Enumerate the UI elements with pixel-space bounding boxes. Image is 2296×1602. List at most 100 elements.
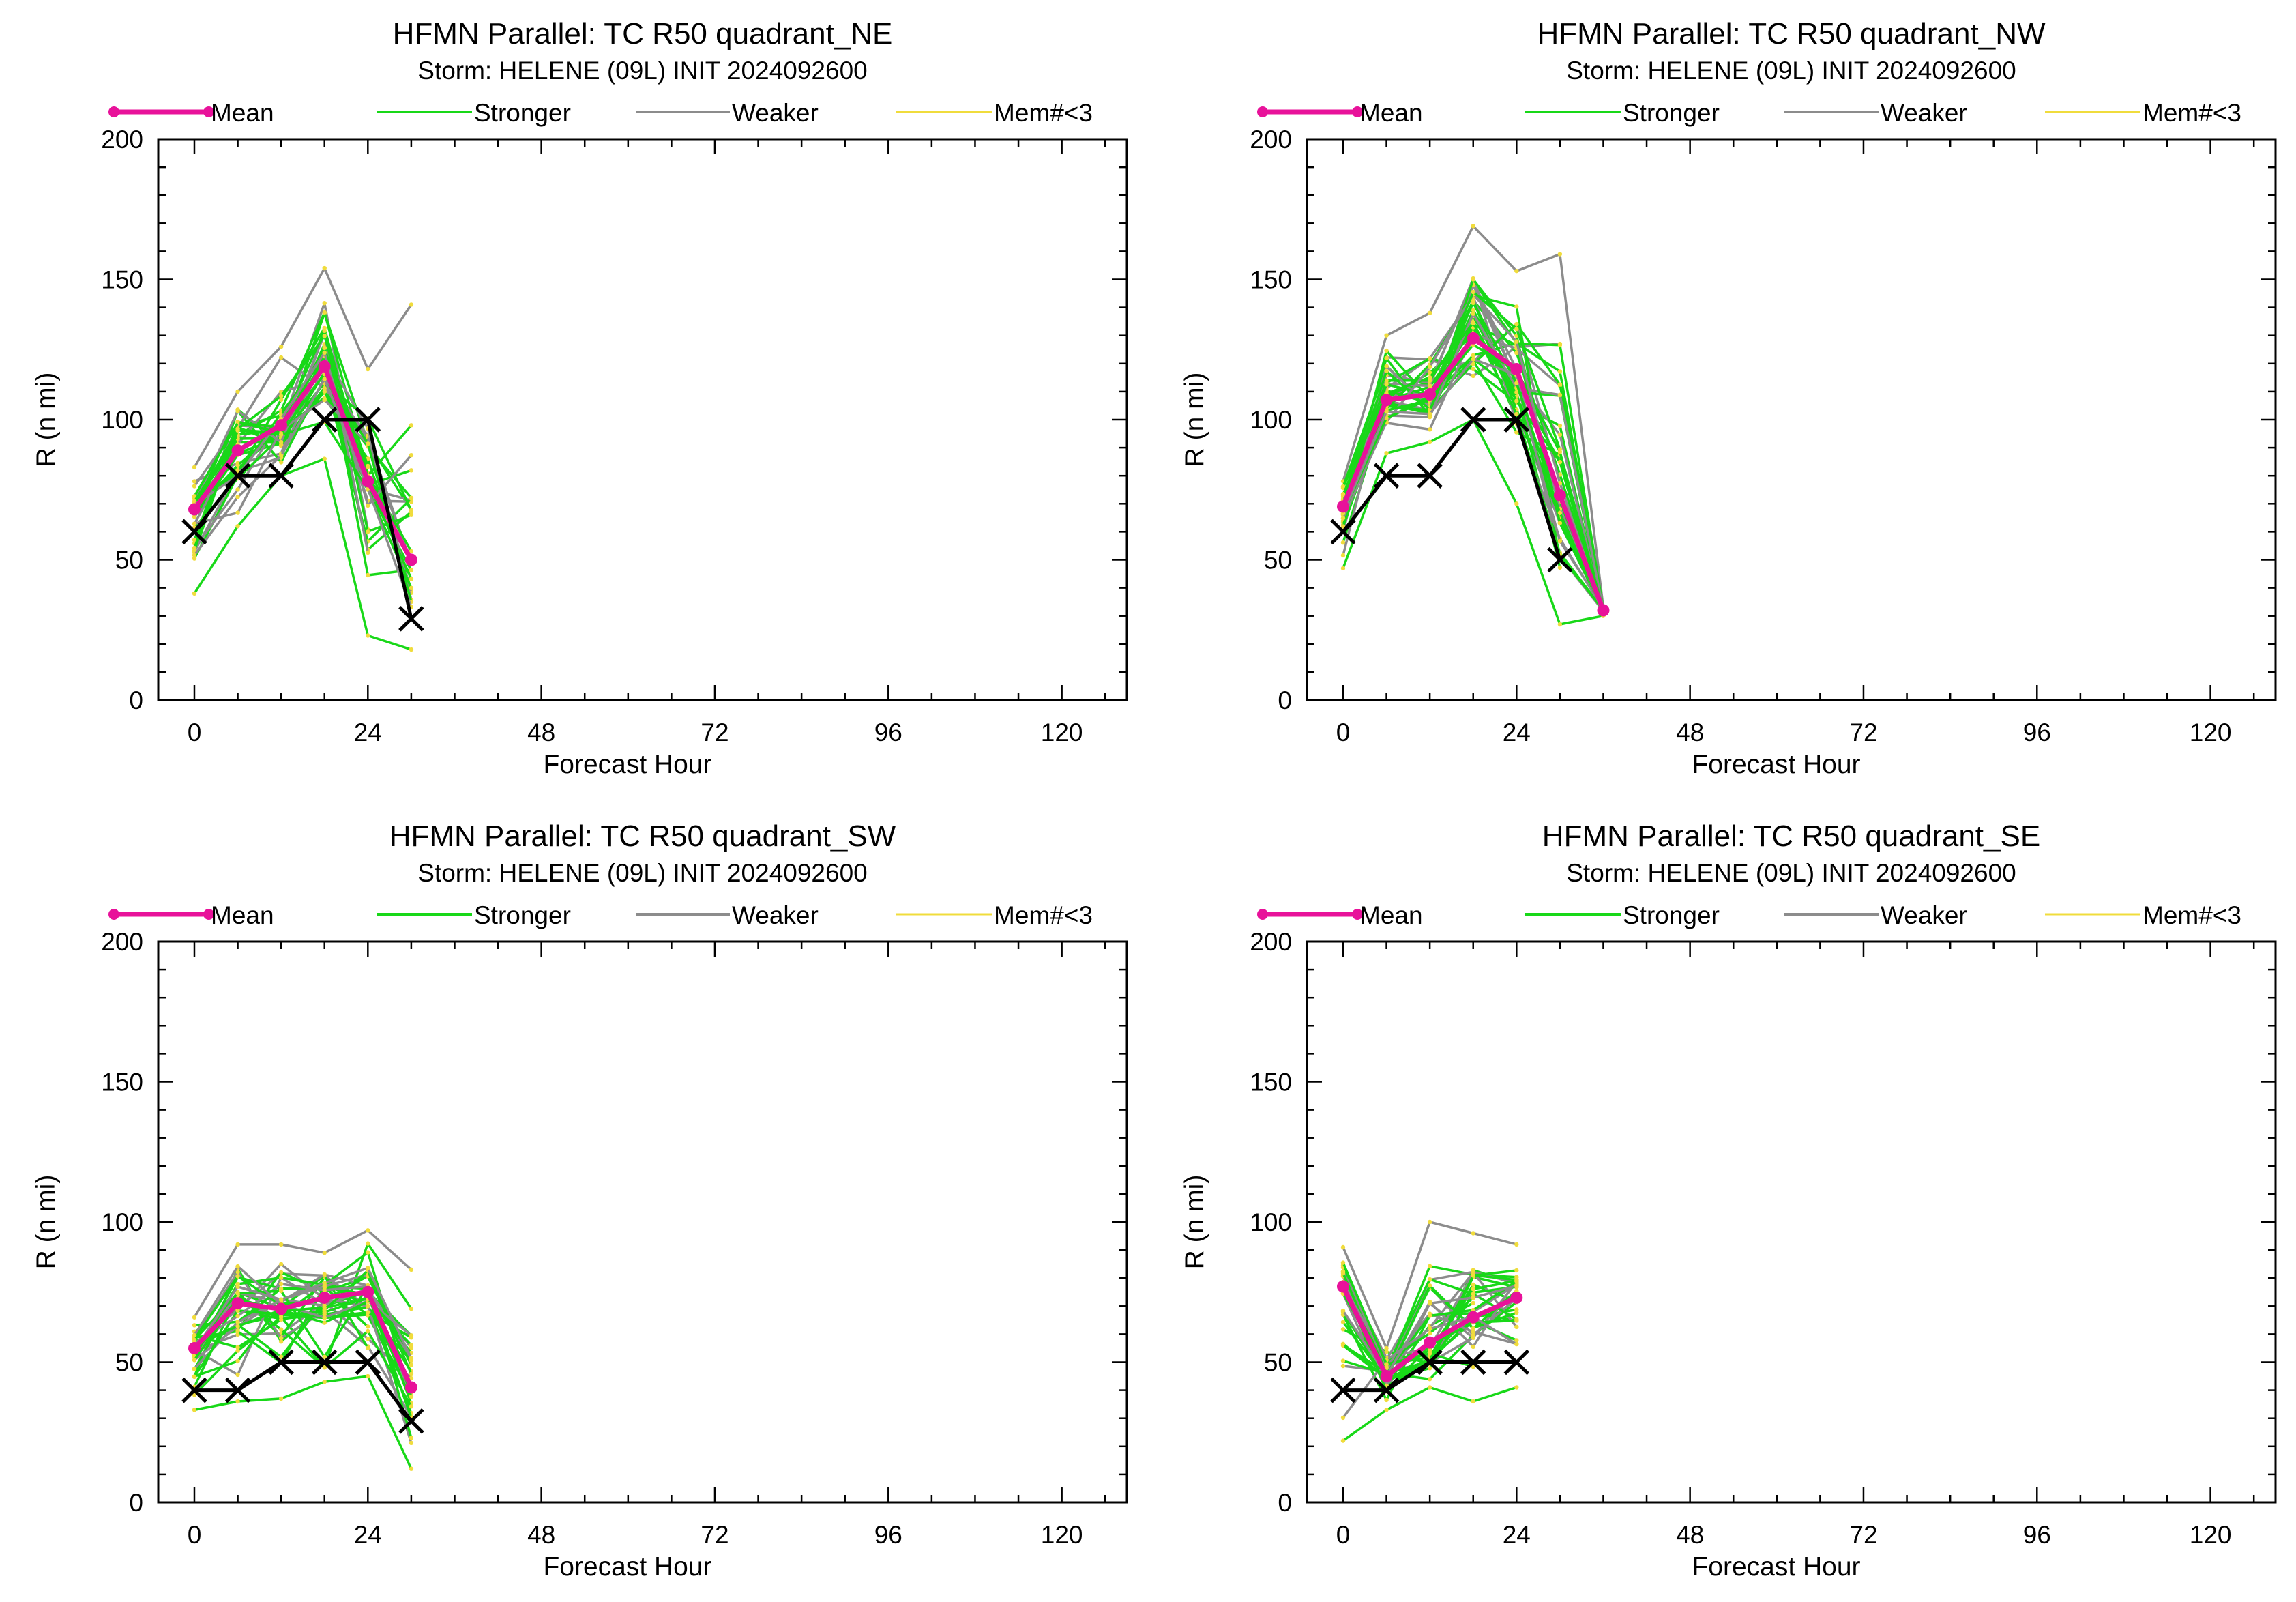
legend-mean-label: Mean xyxy=(1359,901,1423,929)
member-point-17-6 xyxy=(409,495,414,500)
member-point-22-1 xyxy=(1340,1363,1346,1369)
member-point-25-1 xyxy=(192,1366,197,1371)
member-point-10-2 xyxy=(235,1270,240,1275)
member-point-21-3 xyxy=(278,397,284,403)
member-point-26-6 xyxy=(1557,382,1563,387)
x-tick-label: 72 xyxy=(1849,718,1877,746)
member-point-1-3 xyxy=(278,344,284,349)
y-tick-label: 200 xyxy=(1250,126,1292,154)
member-point-30-4 xyxy=(1471,1307,1475,1313)
member-point-31-4 xyxy=(322,350,327,355)
member-point-31-1 xyxy=(192,1332,197,1338)
x-tick-label: 0 xyxy=(1336,718,1351,746)
legend-mean-marker-start xyxy=(108,909,119,920)
legend-stronger-label: Stronger xyxy=(474,901,571,929)
plot-frame xyxy=(1306,138,2277,701)
x-tick-label: 48 xyxy=(527,1521,555,1549)
member-point-34-2 xyxy=(1384,409,1389,414)
member-point-15-6 xyxy=(1557,343,1563,347)
member-point-13-2 xyxy=(235,487,240,492)
y-tick-label: 100 xyxy=(101,1208,143,1236)
member-point-32-4 xyxy=(322,334,327,338)
chart-title: HFMN Parallel: TC R50 quadrant_SE xyxy=(1542,819,2040,853)
member-point-18-5 xyxy=(1514,304,1519,309)
member-point-2-6 xyxy=(409,647,414,652)
member-point-34-4 xyxy=(1471,357,1475,362)
y-tick-label: 0 xyxy=(129,1489,143,1517)
member-point-23-4 xyxy=(1471,277,1475,282)
member-point-1-3 xyxy=(1427,310,1432,316)
member-point-19-6 xyxy=(409,1440,414,1446)
member-point-27-1 xyxy=(1340,524,1346,529)
plot-frame xyxy=(1306,940,2277,1504)
member-point-3-5 xyxy=(366,1241,370,1246)
legend-mean-marker-end xyxy=(1352,106,1363,117)
legend-mean-label: Mean xyxy=(211,901,274,929)
y-tick-label: 150 xyxy=(1250,1068,1292,1096)
member-point-7-5 xyxy=(366,1336,370,1341)
member-point-26-4 xyxy=(1471,362,1475,366)
best-track-marker-3 xyxy=(268,1349,294,1375)
member-point-27-1 xyxy=(192,1374,197,1380)
member-point-23-6 xyxy=(1557,521,1563,525)
member-point-29-1 xyxy=(192,1337,197,1343)
member-point-10-6 xyxy=(1557,481,1563,486)
member-point-29-4 xyxy=(322,1354,327,1359)
chart-subtitle: Storm: HELENE (09L) INIT 2024092600 xyxy=(1566,859,2016,887)
member-line-26 xyxy=(194,1269,413,1375)
best-track-marker-6 xyxy=(398,1408,424,1434)
member-point-29-3 xyxy=(1427,1283,1432,1288)
member-point-28-2 xyxy=(235,510,240,515)
member-point-30-5 xyxy=(366,1250,370,1255)
mean-point-2 xyxy=(231,1297,244,1310)
x-tick-label: 24 xyxy=(354,718,382,746)
x-tick-label: 120 xyxy=(2190,1521,2232,1549)
member-point-34-3 xyxy=(1427,1301,1432,1306)
member-point-28-4 xyxy=(1471,311,1475,316)
chart-title: HFMN Parallel: TC R50 quadrant_SW xyxy=(389,819,896,853)
member-point-17-1 xyxy=(1340,1320,1346,1324)
best-track-marker-3 xyxy=(1417,1349,1443,1375)
member-line-2 xyxy=(193,457,412,651)
chart-subtitle: Storm: HELENE (09L) INIT 2024092600 xyxy=(417,57,868,85)
x-axis-label: Forecast Hour xyxy=(1692,750,1860,779)
best-track-marker-2 xyxy=(1373,1377,1400,1403)
member-point-2-1 xyxy=(1340,1438,1346,1443)
mean-point-1 xyxy=(188,503,201,516)
member-point-11-1 xyxy=(192,514,197,519)
chart-panel-3: HFMN Parallel: TC R50 quadrant_SW Storm: … xyxy=(31,819,1128,1582)
member-point-26-6 xyxy=(409,1371,414,1377)
member-point-34-2 xyxy=(235,1284,240,1290)
member-point-20-6 xyxy=(409,549,414,554)
member-point-2-1 xyxy=(1340,566,1346,571)
x-axis-label: Forecast Hour xyxy=(543,1552,711,1582)
y-tick-label: 200 xyxy=(101,928,143,956)
member-point-32-3 xyxy=(278,394,284,398)
y-tick-label: 50 xyxy=(115,547,143,574)
legend-weaker-label: Weaker xyxy=(732,99,819,127)
member-point-22-2 xyxy=(1384,364,1389,369)
member-point-30-6 xyxy=(1557,459,1563,465)
member-point-27-6 xyxy=(409,568,414,572)
member-point-7-1 xyxy=(192,479,197,484)
member-point-4-1 xyxy=(192,484,197,489)
mean-point-1 xyxy=(1336,500,1349,513)
mean-point-3 xyxy=(1424,388,1437,401)
member-point-17-1 xyxy=(1340,540,1346,545)
x-tick-label: 72 xyxy=(701,718,728,746)
mean-point-3 xyxy=(1424,1336,1437,1349)
x-tick-label: 24 xyxy=(1503,1521,1531,1549)
member-point-12-6 xyxy=(409,423,414,428)
member-point-12-3 xyxy=(1427,370,1432,375)
member-point-33-6 xyxy=(409,585,414,591)
x-tick-label: 96 xyxy=(874,1521,902,1549)
member-point-30-3 xyxy=(1427,375,1432,380)
best-track-line xyxy=(194,1360,413,1423)
member-point-1-4 xyxy=(1471,224,1475,229)
x-tick-label: 72 xyxy=(701,1521,728,1549)
best-track-marker-3 xyxy=(268,463,294,489)
best-track-marker-1 xyxy=(181,519,207,545)
y-tick-label: 50 xyxy=(1264,547,1292,574)
mean-point-5 xyxy=(1510,1291,1523,1304)
